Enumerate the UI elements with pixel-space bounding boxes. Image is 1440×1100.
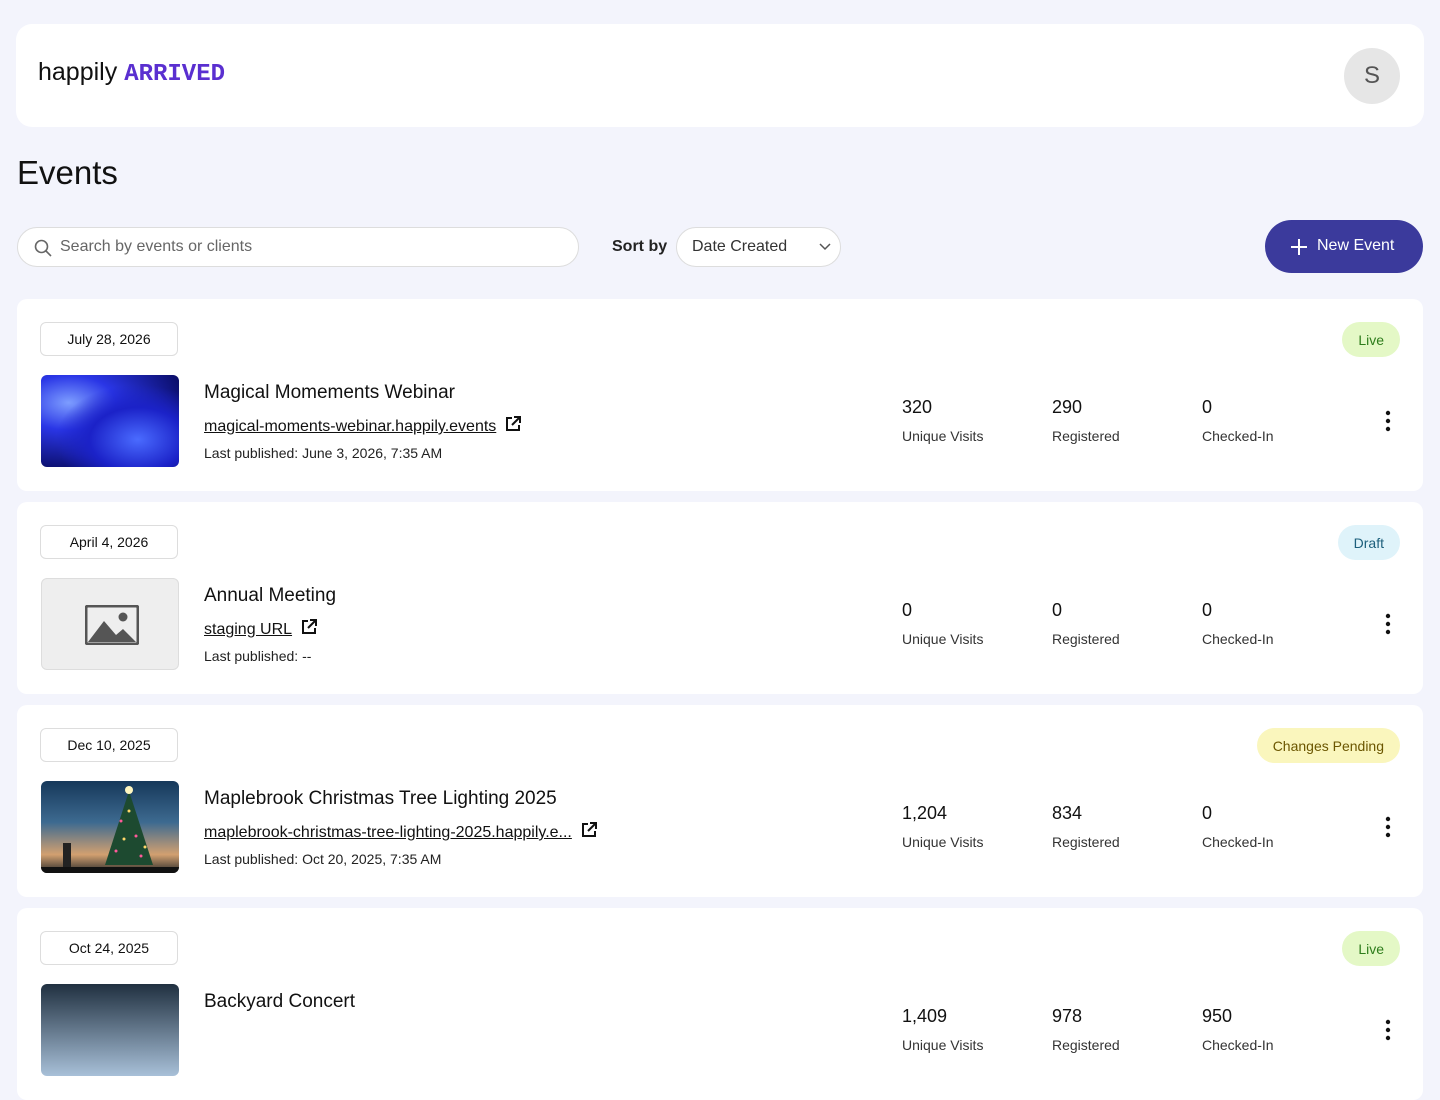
more-menu[interactable]	[1383, 613, 1393, 635]
avatar[interactable]: S	[1344, 48, 1400, 104]
plus-icon	[1291, 239, 1307, 255]
search-icon	[34, 239, 52, 257]
stat-label: Registered	[1052, 428, 1120, 444]
event-date: April 4, 2026	[40, 525, 178, 559]
stat-value: 0	[1052, 600, 1063, 620]
event-title[interactable]: Annual Meeting	[204, 585, 337, 606]
stat: 0 Unique Visits	[902, 600, 983, 647]
stat: 950 Checked-In	[1202, 1006, 1274, 1053]
stat-label: Registered	[1052, 631, 1120, 647]
logo-accent: ARRIVED	[124, 61, 226, 88]
stat-value: 834	[1052, 803, 1083, 823]
stat: 320 Unique Visits	[902, 397, 983, 444]
stat-value: 320	[902, 397, 933, 417]
search-placeholder: Search by events or clients	[60, 238, 253, 255]
event-title[interactable]: Magical Momements Webinar	[204, 382, 455, 403]
stat-label: Registered	[1052, 834, 1120, 850]
stat-label: Checked-In	[1202, 631, 1274, 647]
stat: 0 Checked-In	[1202, 600, 1274, 647]
header: happily ARRIVED S	[16, 24, 1424, 127]
stat-label: Checked-In	[1202, 428, 1274, 444]
sort-label: Sort by	[612, 238, 668, 255]
stat-value: 950	[1202, 1006, 1233, 1026]
stat-value: 0	[1202, 600, 1213, 620]
event-thumbnail	[41, 375, 179, 467]
stat-value: 1,409	[902, 1006, 948, 1026]
event-date: July 28, 2026	[40, 322, 178, 356]
stat-value: 0	[902, 600, 913, 620]
event-title[interactable]: Maplebrook Christmas Tree Lighting 2025	[204, 788, 557, 809]
status-badge: Changes Pending	[1256, 728, 1400, 763]
search-box[interactable]: Search by events or clients	[17, 227, 579, 267]
sort-dropdown[interactable]: Date Created	[676, 227, 841, 267]
event-link[interactable]: magical-moments-webinar.happily.events	[204, 418, 497, 435]
last-published: Last published: June 3, 2026, 7:35 AM	[204, 445, 443, 461]
stat-value: 0	[1202, 803, 1213, 823]
event-card[interactable]: Oct 24, 2025 Live Backyard Concert 1,409 U…	[17, 908, 1423, 1100]
event-card[interactable]: July 28, 2026 Live Magical Momements Web…	[17, 299, 1423, 491]
event-date: Dec 10, 2025	[40, 728, 178, 762]
stat-value: 1,204	[902, 803, 948, 823]
stat-label: Unique Visits	[902, 1037, 984, 1053]
more-menu[interactable]	[1383, 1019, 1393, 1041]
stat-value: 0	[1202, 397, 1213, 417]
more-menu[interactable]	[1383, 410, 1393, 432]
stat-label: Unique Visits	[902, 428, 984, 444]
status-badge: Live	[1342, 931, 1400, 966]
tree-photo	[41, 786, 179, 873]
event-thumbnail	[41, 984, 179, 1076]
event-link-row: staging URL	[204, 618, 318, 639]
external-link-icon[interactable]	[504, 415, 522, 433]
stat-label: Registered	[1052, 1037, 1120, 1053]
stat-label: Checked-In	[1202, 1037, 1274, 1053]
stat-label: Unique Visits	[902, 834, 984, 850]
page: happily ARRIVED S Events Search by event…	[16, 24, 1424, 1100]
stat: 1,409 Unique Visits	[902, 1006, 983, 1053]
status-badge: Draft	[1337, 525, 1400, 560]
status-badge: Live	[1342, 322, 1400, 357]
event-link-row: magical-moments-webinar.happily.events	[204, 415, 522, 436]
last-published: Last published: --	[204, 648, 312, 664]
stat: 0 Checked-In	[1202, 803, 1274, 850]
event-link[interactable]: maplebrook-christmas-tree-lighting-2025.…	[204, 824, 572, 841]
external-link-icon[interactable]	[580, 821, 598, 839]
external-link-icon[interactable]	[300, 618, 318, 636]
stat-value: 978	[1052, 1006, 1083, 1026]
logo-main: happily	[38, 58, 118, 86]
page-title: Events	[17, 154, 118, 191]
stat: 0 Checked-In	[1202, 397, 1274, 444]
more-menu[interactable]	[1383, 816, 1393, 838]
stat: 290 Registered	[1052, 397, 1120, 444]
image-icon	[85, 605, 139, 645]
stat: 978 Registered	[1052, 1006, 1120, 1053]
new-event-button[interactable]: New Event	[1265, 220, 1423, 273]
event-link-row: maplebrook-christmas-tree-lighting-2025.…	[204, 821, 598, 842]
stat-label: Unique Visits	[902, 631, 984, 647]
event-thumbnail	[41, 578, 179, 670]
stat-label: Checked-In	[1202, 834, 1274, 850]
logo[interactable]: happily ARRIVED	[38, 58, 225, 88]
sort-value: Date Created	[692, 238, 788, 255]
stat: 0 Registered	[1052, 600, 1120, 647]
stat: 1,204 Unique Visits	[902, 803, 983, 850]
chevron	[819, 243, 831, 251]
event-thumbnail	[41, 781, 179, 873]
event-card[interactable]: April 4, 2026 Draft Annual Meeting stagin…	[17, 502, 1423, 694]
event-date: Oct 24, 2025	[40, 931, 178, 965]
last-published: Last published: Oct 20, 2025, 7:35 AM	[204, 851, 442, 867]
stat: 834 Registered	[1052, 803, 1120, 850]
new-event-label: New Event	[1317, 237, 1395, 254]
event-title[interactable]: Backyard Concert	[204, 991, 356, 1012]
event-link[interactable]: staging URL	[204, 621, 293, 638]
stat-value: 290	[1052, 397, 1083, 417]
event-card[interactable]: Dec 10, 2025 Changes Pending Maplebrook …	[17, 705, 1423, 897]
